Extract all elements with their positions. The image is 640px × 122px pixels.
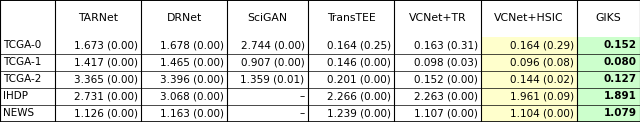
- Bar: [141, 71, 227, 88]
- Text: 1.107 (0.00): 1.107 (0.00): [414, 108, 478, 118]
- Text: NEWS: NEWS: [3, 108, 35, 118]
- Bar: [0, 88, 55, 105]
- Text: 2.731 (0.00): 2.731 (0.00): [74, 91, 138, 101]
- Bar: [577, 0, 640, 37]
- Bar: [481, 88, 577, 105]
- Bar: [141, 37, 227, 54]
- Text: 1.163 (0.00): 1.163 (0.00): [160, 108, 224, 118]
- Bar: [141, 105, 227, 122]
- Text: 3.365 (0.00): 3.365 (0.00): [74, 74, 138, 84]
- Bar: [308, 88, 394, 105]
- Bar: [227, 71, 308, 88]
- Text: 1.239 (0.00): 1.239 (0.00): [327, 108, 391, 118]
- Text: TCGA-0: TCGA-0: [3, 40, 42, 50]
- Bar: [0, 105, 55, 122]
- Bar: [481, 54, 577, 71]
- Text: 1.359 (0.01): 1.359 (0.01): [241, 74, 305, 84]
- Text: 3.396 (0.00): 3.396 (0.00): [160, 74, 224, 84]
- Bar: [481, 71, 577, 88]
- Text: 2.263 (0.00): 2.263 (0.00): [414, 91, 478, 101]
- Text: DRNet: DRNet: [166, 13, 202, 23]
- Text: 0.163 (0.31): 0.163 (0.31): [414, 40, 478, 50]
- Bar: [55, 0, 141, 37]
- Text: 1.678 (0.00): 1.678 (0.00): [160, 40, 224, 50]
- Text: 0.098 (0.03): 0.098 (0.03): [414, 57, 478, 67]
- Text: TCGA-2: TCGA-2: [3, 74, 42, 84]
- Bar: [577, 71, 640, 88]
- Bar: [55, 71, 141, 88]
- Bar: [141, 88, 227, 105]
- Text: 2.744 (0.00): 2.744 (0.00): [241, 40, 305, 50]
- Text: 0.907 (0.00): 0.907 (0.00): [241, 57, 305, 67]
- Text: 0.152 (0.00): 0.152 (0.00): [414, 74, 478, 84]
- Bar: [227, 88, 308, 105]
- Bar: [227, 0, 308, 37]
- Bar: [227, 105, 308, 122]
- Bar: [394, 88, 481, 105]
- Text: 1.104 (0.00): 1.104 (0.00): [510, 108, 574, 118]
- Bar: [55, 37, 141, 54]
- Bar: [0, 37, 55, 54]
- Text: 1.417 (0.00): 1.417 (0.00): [74, 57, 138, 67]
- Text: 0.127: 0.127: [604, 74, 637, 84]
- Text: 1.673 (0.00): 1.673 (0.00): [74, 40, 138, 50]
- Text: SciGAN: SciGAN: [248, 13, 287, 23]
- Text: TransTEE: TransTEE: [326, 13, 376, 23]
- Bar: [0, 54, 55, 71]
- Text: 2.266 (0.00): 2.266 (0.00): [327, 91, 391, 101]
- Bar: [308, 105, 394, 122]
- Text: VCNet+HSIC: VCNet+HSIC: [494, 13, 564, 23]
- Bar: [394, 0, 481, 37]
- Bar: [394, 71, 481, 88]
- Text: 0.164 (0.25): 0.164 (0.25): [327, 40, 391, 50]
- Text: VCNet+TR: VCNet+TR: [409, 13, 467, 23]
- Text: 0.096 (0.08): 0.096 (0.08): [510, 57, 574, 67]
- Bar: [55, 105, 141, 122]
- Bar: [577, 105, 640, 122]
- Bar: [577, 54, 640, 71]
- Text: TARNet: TARNet: [78, 13, 118, 23]
- Text: 0.152: 0.152: [604, 40, 637, 50]
- Bar: [394, 37, 481, 54]
- Text: 1.961 (0.09): 1.961 (0.09): [509, 91, 574, 101]
- Bar: [481, 0, 577, 37]
- Text: 0.146 (0.00): 0.146 (0.00): [328, 57, 391, 67]
- Bar: [55, 88, 141, 105]
- Bar: [55, 54, 141, 71]
- Bar: [481, 37, 577, 54]
- Text: –: –: [300, 91, 305, 101]
- Bar: [227, 54, 308, 71]
- Text: IHDP: IHDP: [3, 91, 28, 101]
- Text: 0.201 (0.00): 0.201 (0.00): [328, 74, 391, 84]
- Text: TCGA-1: TCGA-1: [3, 57, 42, 67]
- Text: GIKS: GIKS: [596, 13, 621, 23]
- Text: 1.079: 1.079: [604, 108, 637, 118]
- Bar: [577, 88, 640, 105]
- Bar: [141, 54, 227, 71]
- Text: 0.164 (0.29): 0.164 (0.29): [509, 40, 574, 50]
- Bar: [577, 37, 640, 54]
- Bar: [394, 105, 481, 122]
- Bar: [0, 0, 55, 37]
- Bar: [141, 0, 227, 37]
- Text: 1.126 (0.00): 1.126 (0.00): [74, 108, 138, 118]
- Bar: [308, 71, 394, 88]
- Text: 1.465 (0.00): 1.465 (0.00): [160, 57, 224, 67]
- Bar: [394, 54, 481, 71]
- Text: 0.080: 0.080: [604, 57, 637, 67]
- Bar: [308, 54, 394, 71]
- Bar: [308, 37, 394, 54]
- Text: 0.144 (0.02): 0.144 (0.02): [510, 74, 574, 84]
- Bar: [481, 105, 577, 122]
- Bar: [0, 71, 55, 88]
- Text: 3.068 (0.00): 3.068 (0.00): [160, 91, 224, 101]
- Text: –: –: [300, 108, 305, 118]
- Bar: [308, 0, 394, 37]
- Bar: [227, 37, 308, 54]
- Text: 1.891: 1.891: [604, 91, 637, 101]
